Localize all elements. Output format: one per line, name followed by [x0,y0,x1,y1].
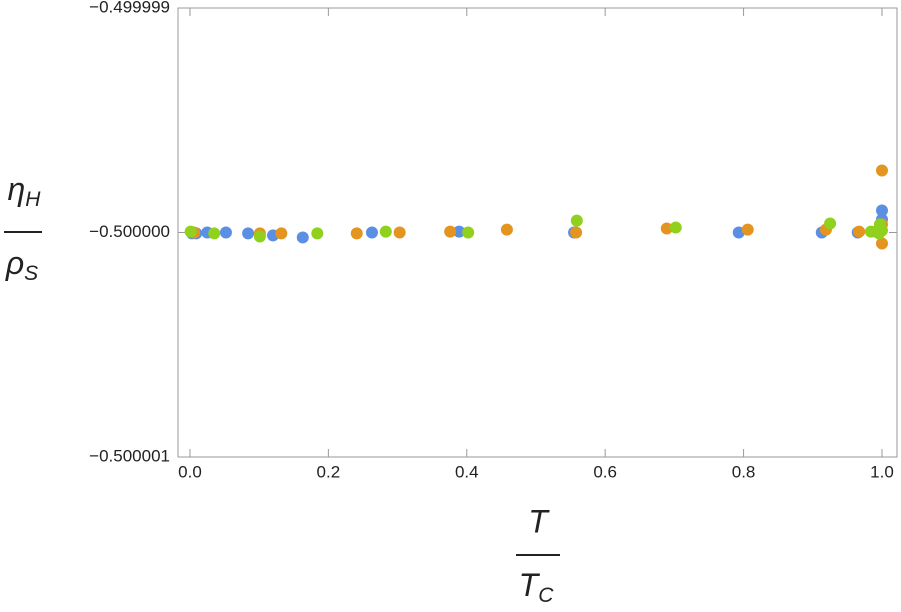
y-label-bottom-main: ρ [5,245,24,281]
x-tick-label: 0.2 [317,462,341,481]
y-label-top-sub: H [25,188,41,211]
x-tick-label: 1.0 [870,462,894,481]
y-label-bottom-sub: S [24,262,38,285]
point [275,227,288,240]
point [570,214,583,227]
x-tick-label: 0.4 [455,462,479,481]
point [311,227,324,240]
x-label-top: T [528,503,550,539]
y-label-top-main: η [8,171,26,207]
x-label-bottom-main: T [519,567,541,603]
point [875,204,888,217]
y-tick-label: −0.499999 [89,0,170,16]
point [875,164,888,177]
x-label-bottom-sub: C [538,584,554,607]
point [741,223,754,236]
point [824,217,837,230]
point [660,222,673,235]
point [453,225,466,238]
point [365,226,378,239]
y-label-bottom: ρS [5,245,38,284]
x-tick-label: 0.6 [593,462,617,481]
point [444,225,457,238]
point [570,226,583,239]
y-label-top: ηH [8,171,42,210]
point [500,223,513,236]
point [669,221,682,234]
x-tick-label: 0.0 [178,462,202,481]
y-tick-label: −0.500000 [89,222,170,241]
point [875,237,888,250]
point [873,218,886,231]
point [296,231,309,244]
point [219,226,232,239]
point [379,225,392,238]
point [253,230,266,243]
point [242,227,255,240]
point [208,227,221,240]
point [853,225,866,238]
point [350,227,363,240]
point [184,225,197,238]
point [462,226,475,239]
point [393,226,406,239]
x-tick-label: 0.8 [732,462,756,481]
y-tick-label: −0.500001 [89,446,170,465]
x-label-bottom: TC [519,567,555,606]
